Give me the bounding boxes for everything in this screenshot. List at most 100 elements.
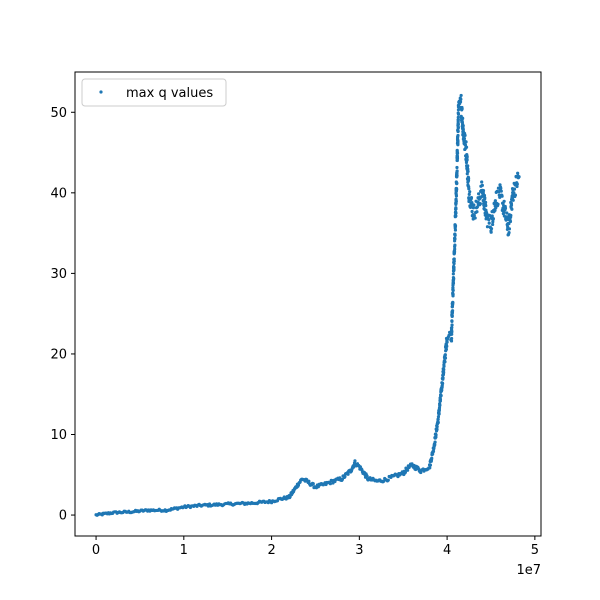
data-point bbox=[436, 420, 440, 425]
data-point bbox=[441, 376, 445, 380]
data-point bbox=[445, 340, 449, 344]
data-point bbox=[455, 169, 459, 173]
data-point bbox=[476, 192, 481, 196]
data-point bbox=[494, 206, 498, 210]
data-point bbox=[454, 207, 458, 211]
data-point bbox=[435, 425, 439, 429]
data-point bbox=[499, 186, 503, 190]
data-point bbox=[455, 165, 459, 170]
x-tick-label: 0 bbox=[92, 543, 100, 558]
data-point bbox=[455, 156, 460, 160]
data-point bbox=[455, 181, 459, 185]
data-point bbox=[500, 194, 504, 198]
data-point bbox=[311, 482, 315, 486]
plot-area-frame bbox=[74, 71, 542, 537]
data-point bbox=[503, 206, 508, 210]
data-point bbox=[464, 140, 468, 144]
data-point bbox=[440, 381, 445, 386]
data-point bbox=[346, 472, 350, 476]
data-point bbox=[505, 211, 509, 215]
data-point bbox=[481, 191, 485, 195]
data-point bbox=[451, 285, 455, 290]
data-point bbox=[456, 108, 461, 112]
data-point bbox=[456, 125, 460, 129]
data-point bbox=[443, 360, 447, 364]
data-point bbox=[491, 222, 495, 227]
data-point bbox=[450, 330, 454, 334]
data-point bbox=[455, 187, 459, 192]
data-point bbox=[452, 276, 456, 281]
data-point bbox=[437, 412, 441, 416]
data-point bbox=[456, 112, 461, 116]
data-point bbox=[459, 97, 463, 101]
data-point bbox=[461, 116, 465, 120]
data-point bbox=[436, 415, 441, 419]
data-point bbox=[480, 183, 484, 187]
data-point bbox=[434, 433, 438, 437]
data-point bbox=[507, 227, 512, 231]
data-point bbox=[499, 189, 503, 193]
data-point bbox=[511, 198, 515, 202]
data-point bbox=[484, 200, 488, 204]
data-point bbox=[459, 93, 463, 98]
data-point bbox=[467, 176, 471, 180]
data-point bbox=[510, 207, 514, 211]
y-tick-label: 10 bbox=[50, 428, 67, 443]
data-point bbox=[439, 393, 443, 398]
data-point bbox=[452, 261, 456, 266]
data-point bbox=[517, 175, 521, 179]
data-point bbox=[469, 195, 474, 200]
data-point bbox=[496, 202, 500, 206]
data-point bbox=[508, 219, 513, 224]
data-points bbox=[94, 93, 521, 517]
data-point bbox=[462, 136, 467, 141]
y-tick-label: 40 bbox=[50, 186, 67, 201]
data-point bbox=[467, 187, 471, 191]
data-point bbox=[450, 336, 454, 341]
data-point bbox=[454, 214, 458, 218]
data-point bbox=[493, 208, 497, 212]
data-point bbox=[456, 129, 460, 133]
data-point bbox=[509, 203, 514, 207]
data-point bbox=[452, 265, 456, 269]
data-point bbox=[512, 191, 516, 195]
data-point bbox=[316, 485, 320, 489]
data-point bbox=[515, 182, 519, 186]
data-point bbox=[464, 145, 469, 149]
data-point bbox=[451, 292, 455, 296]
data-point bbox=[487, 218, 491, 222]
x-tick-label: 4 bbox=[443, 543, 451, 558]
data-point bbox=[452, 257, 456, 261]
legend-box bbox=[81, 78, 227, 107]
data-point bbox=[386, 478, 390, 482]
legend-label: max q values bbox=[126, 86, 213, 101]
data-point bbox=[456, 133, 460, 138]
x-tick-label: 3 bbox=[355, 543, 363, 558]
data-point bbox=[470, 209, 474, 214]
data-point bbox=[467, 192, 471, 196]
data-point bbox=[493, 199, 497, 203]
data-point bbox=[437, 408, 441, 412]
data-point bbox=[456, 115, 460, 119]
data-point bbox=[491, 217, 495, 221]
data-point bbox=[466, 169, 470, 174]
data-point bbox=[365, 474, 369, 478]
data-point bbox=[484, 203, 488, 208]
data-point bbox=[433, 440, 437, 444]
y-tick-label: 0 bbox=[59, 509, 67, 524]
data-point bbox=[443, 356, 448, 360]
data-point bbox=[307, 479, 311, 483]
data-point bbox=[445, 344, 449, 349]
data-point bbox=[449, 339, 454, 343]
data-point bbox=[480, 180, 484, 184]
data-point bbox=[451, 300, 455, 304]
data-point bbox=[450, 314, 454, 318]
data-point bbox=[451, 272, 455, 276]
data-point bbox=[442, 370, 446, 375]
data-point bbox=[516, 171, 520, 175]
y-tick-label: 20 bbox=[50, 347, 67, 362]
data-point bbox=[475, 210, 479, 214]
data-point bbox=[513, 193, 518, 197]
data-point bbox=[442, 367, 446, 372]
data-point bbox=[428, 466, 432, 470]
